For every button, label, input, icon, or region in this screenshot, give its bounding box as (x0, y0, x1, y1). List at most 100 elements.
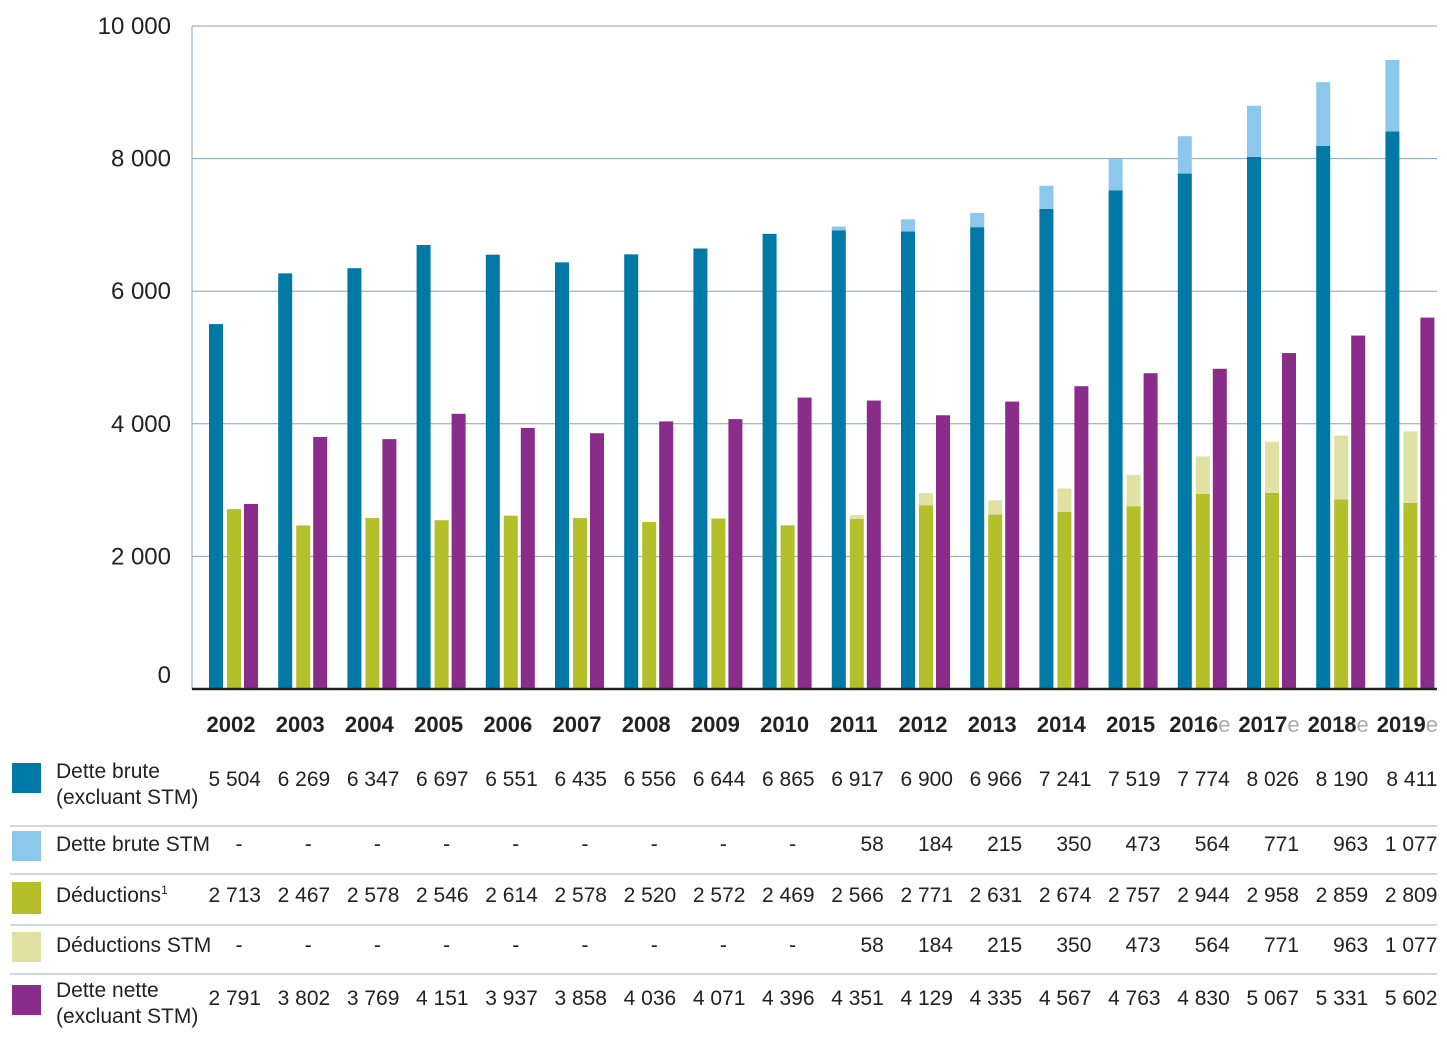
table-cell: 963 (1333, 833, 1368, 856)
table-cell: 5 331 (1316, 987, 1369, 1010)
y-tick-label: 6 000 (111, 278, 171, 305)
table-cell: 6 551 (485, 768, 538, 791)
table-row-label: Déductions1 (56, 883, 168, 907)
bar-dette-brute (1108, 190, 1123, 689)
table-cell: 350 (1056, 934, 1091, 957)
x-tick-label: 2005 (414, 712, 463, 737)
table-cell: 58 (860, 934, 883, 957)
table-cell: 350 (1056, 833, 1091, 856)
bar-dette-brute-stm (831, 226, 846, 231)
bar-dette-nette (659, 421, 674, 689)
bar-dette-brute-stm (1039, 185, 1054, 209)
bar-dette-nette (451, 413, 466, 689)
table-row-label: Déductions STM (56, 934, 211, 957)
table-cell: - (789, 833, 796, 856)
legend-swatch (12, 985, 41, 1015)
legend-swatch (12, 763, 41, 793)
bar-dette-nette (590, 433, 604, 689)
x-tick-label: 2013 (968, 712, 1017, 737)
table-cell: 8 411 (1386, 768, 1437, 791)
table-cell: - (720, 833, 727, 856)
bar-dette-brute (762, 233, 777, 689)
table-cell: - (651, 833, 658, 856)
table-cell: 2 958 (1246, 884, 1299, 907)
x-tick-label: 2002 (207, 712, 256, 737)
bar-deductions (503, 515, 518, 689)
y-tick-label: 2 000 (111, 543, 171, 570)
bar-deductions-stm (1126, 474, 1141, 507)
table-cell: 7 519 (1108, 768, 1161, 791)
bar-dette-brute-stm (1247, 105, 1261, 157)
x-tick-label: 2009 (691, 712, 740, 737)
table-cell: 2 944 (1177, 884, 1230, 907)
table-cell: 8 190 (1316, 768, 1369, 791)
bar-dette-nette (520, 427, 535, 689)
legend-swatch (12, 932, 41, 962)
bar-dette-nette (382, 439, 397, 689)
table-cell: - (512, 833, 519, 856)
table-cell: 2 546 (416, 884, 469, 907)
table-cell: 4 830 (1177, 987, 1230, 1010)
x-tick-label: 2018e (1308, 712, 1369, 737)
table-cell: 184 (918, 833, 953, 856)
bar-deductions (227, 509, 241, 689)
bar-dette-brute (693, 248, 708, 689)
x-tick-label: 2006 (483, 712, 532, 737)
table-cell: 1 077 (1385, 934, 1438, 957)
bar-dette-brute (1039, 208, 1054, 690)
table-cell: 4 129 (900, 987, 953, 1010)
bar-deductions (365, 518, 380, 689)
table-cell: 3 858 (554, 987, 607, 1010)
table-cell: - (443, 934, 450, 957)
table-cell: 6 900 (900, 768, 953, 791)
bar-deductions-stm (919, 493, 933, 506)
bar-dette-brute (831, 230, 846, 689)
bar-dette-nette (728, 419, 743, 689)
bar-dette-nette (1420, 317, 1435, 689)
table-cell: - (236, 833, 243, 856)
bar-dette-brute-stm (901, 219, 915, 232)
y-tick-label: 10 000 (98, 13, 171, 40)
table-cell: 3 802 (278, 987, 331, 1010)
table-cell: - (236, 934, 243, 957)
x-tick-label: 2011 (830, 712, 878, 737)
bar-dette-nette (244, 503, 258, 689)
x-tick-labels: 2002 2003 2004 2005 2006 2007 2008 2009 2010 2011… (207, 712, 1438, 737)
bar-dette-brute (278, 273, 293, 689)
table-cell: 2 771 (900, 884, 953, 907)
bar-dette-brute-stm (1385, 59, 1400, 132)
table-cell: - (305, 833, 312, 856)
legend-swatch (12, 882, 41, 914)
bar-deductions-stm (849, 515, 864, 519)
table-cell: 3 769 (347, 987, 400, 1010)
bar-dette-brute (416, 244, 431, 690)
table-cell: 473 (1126, 833, 1161, 856)
bar-dette-brute (1247, 156, 1261, 689)
bar-dette-brute (1177, 173, 1192, 689)
x-tick-label: 2017e (1238, 712, 1299, 737)
table-cell: 2 578 (554, 884, 607, 907)
bar-deductions (919, 505, 933, 689)
bar-deductions-stm (1334, 435, 1349, 500)
table-cell: 2 469 (762, 884, 815, 907)
table-cell: - (374, 833, 381, 856)
data-table: Dette brute (excluant STM) 5 504 6 269 6 347… (10, 760, 1437, 1028)
table-cell: - (582, 833, 589, 856)
bar-dette-nette (866, 400, 881, 689)
table-cell: - (651, 934, 658, 957)
table-cell: 2 572 (693, 884, 746, 907)
table-cell: 4 351 (831, 987, 884, 1010)
bar-deductions (988, 514, 1003, 689)
table-cell: 215 (987, 833, 1022, 856)
bar-dette-brute (1316, 146, 1331, 690)
table-cell: 2 809 (1385, 884, 1438, 907)
table-cell: - (720, 934, 727, 957)
x-tick-label: 2015 (1106, 712, 1155, 737)
table-cell: 4 763 (1108, 987, 1161, 1010)
table-cell: 771 (1264, 934, 1299, 957)
table-cell: 4 151 (416, 987, 469, 1010)
bars-layer (209, 59, 1435, 690)
bar-dette-nette (1005, 401, 1020, 689)
table-cell: 473 (1126, 934, 1161, 957)
